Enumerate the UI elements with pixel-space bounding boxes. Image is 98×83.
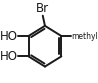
Text: methyl: methyl: [72, 32, 98, 41]
Text: HO: HO: [0, 30, 18, 42]
Text: HO: HO: [0, 50, 18, 63]
Text: Br: Br: [35, 2, 49, 15]
